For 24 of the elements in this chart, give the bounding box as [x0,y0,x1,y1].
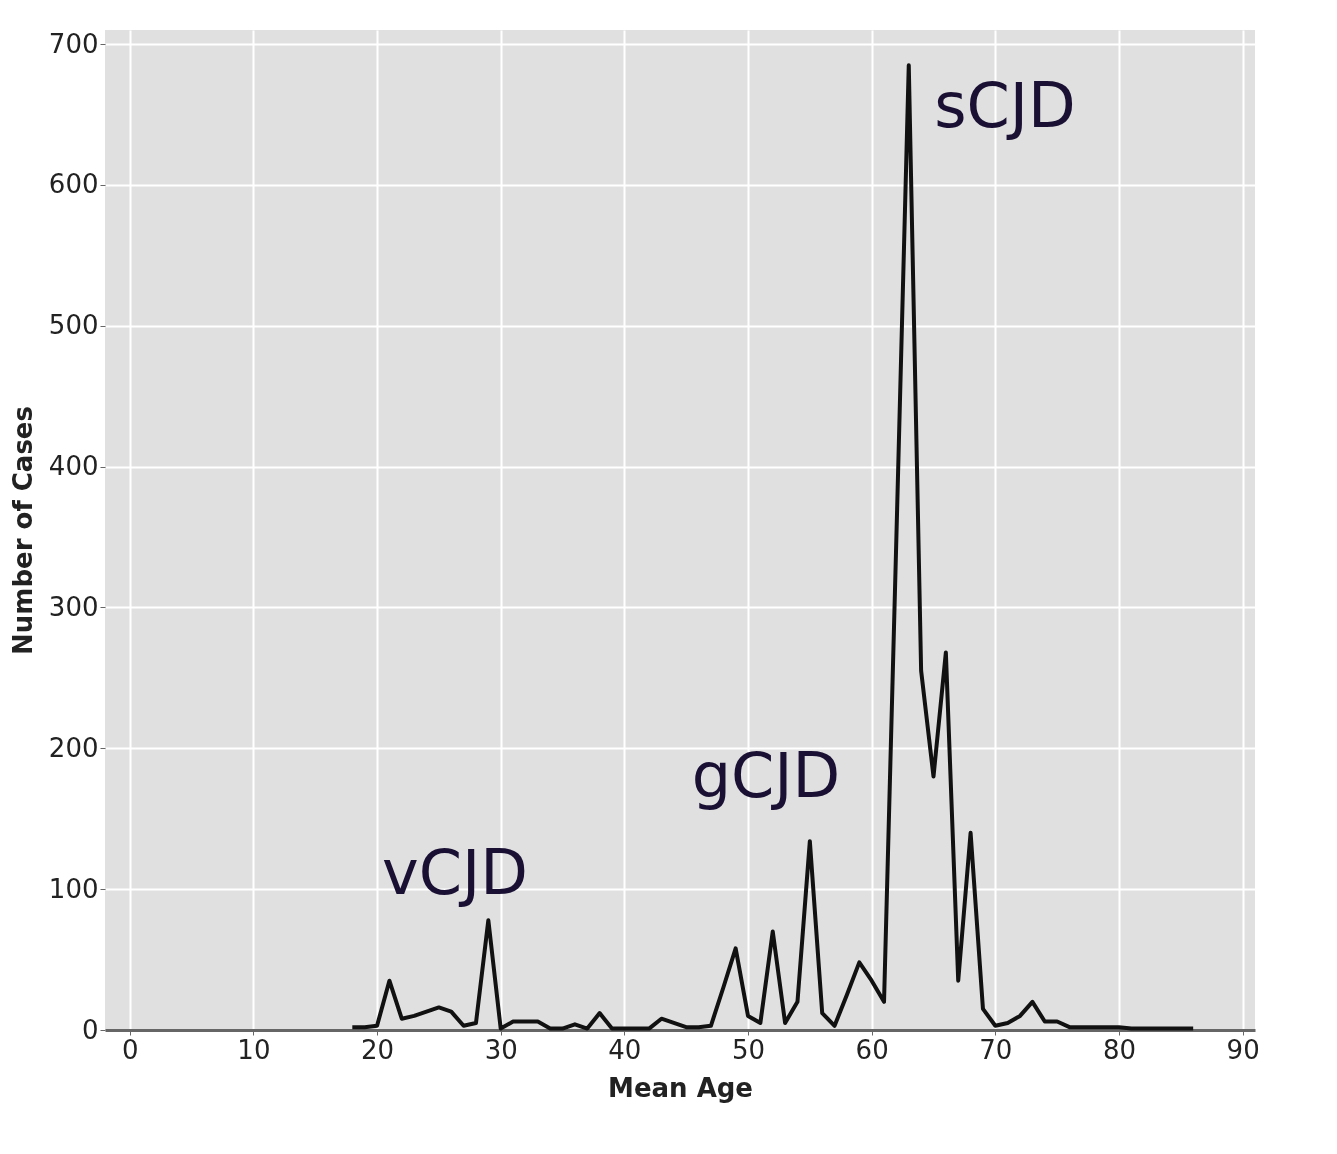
x-axis-title: Mean Age [608,1072,753,1103]
x-tick-label: 40 [608,1034,642,1065]
annotation: sCJD [934,69,1076,142]
y-axis-title: Number of Cases [7,406,38,655]
y-tick-label: 600 [48,169,99,200]
x-tick-label: 90 [1226,1034,1260,1065]
x-tick-label: 10 [237,1034,271,1065]
y-tick-label: 200 [48,732,99,763]
y-tick-label: 100 [48,873,99,904]
x-tick-label: 20 [361,1034,395,1065]
line-series [350,63,1196,1031]
y-tick-label: 700 [48,28,99,59]
x-tick-label: 50 [731,1034,766,1065]
annotation: gCJD [691,739,841,812]
y-tick-label: 0 [81,1014,99,1045]
y-tick-label: 300 [48,591,99,622]
x-tick-label: 70 [979,1034,1013,1065]
x-tick-label: 30 [484,1034,518,1065]
x-tick-label: 0 [121,1034,139,1065]
annotation: vCJD [381,836,529,909]
x-tick-label: 80 [1102,1034,1137,1065]
y-tick-label: 500 [48,310,99,341]
y-tick-label: 400 [48,451,99,482]
x-tick-label: 60 [855,1034,889,1065]
